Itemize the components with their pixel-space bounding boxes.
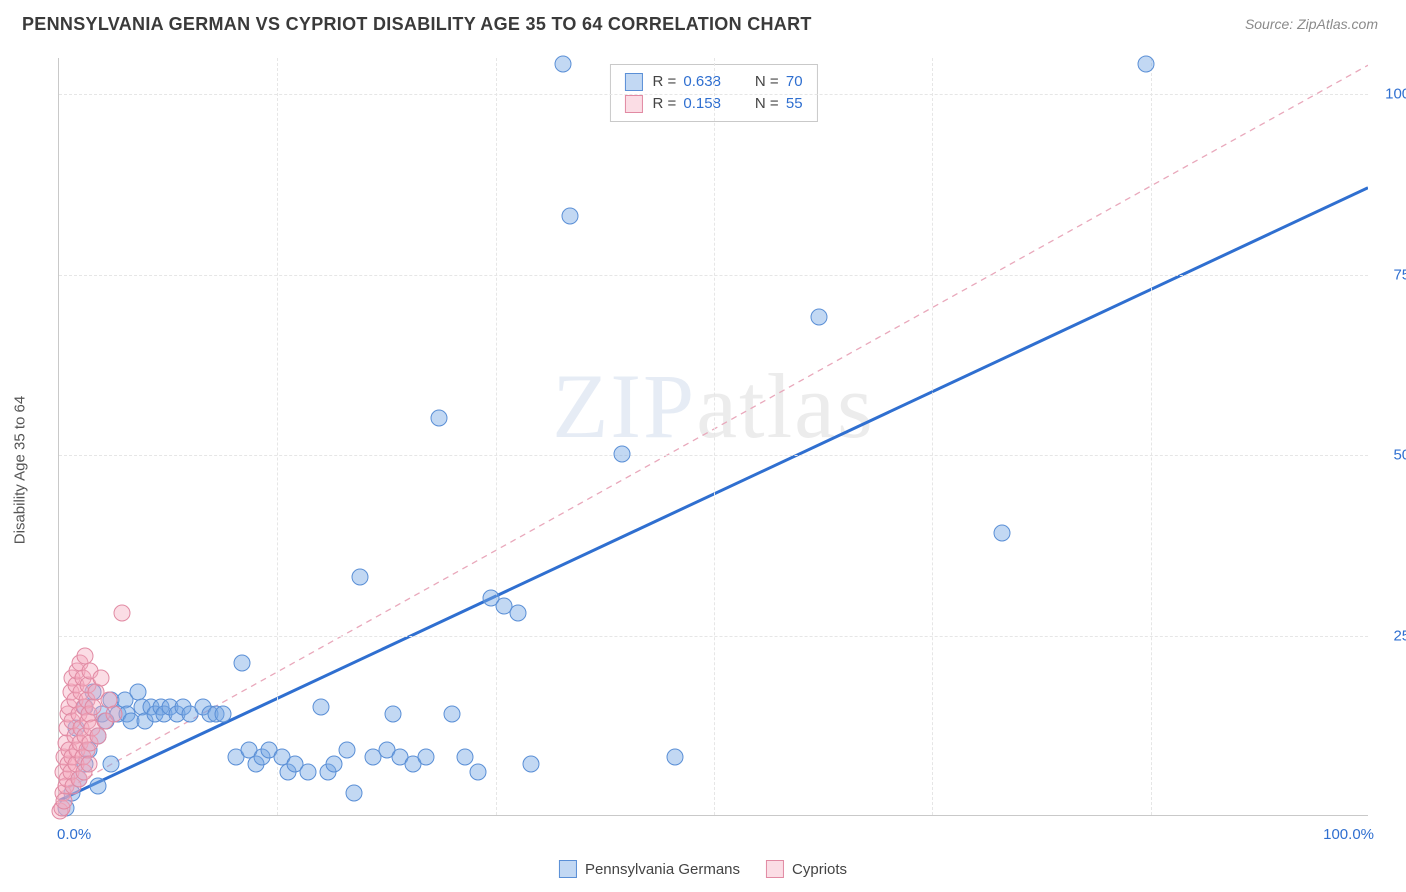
point-blue <box>509 604 526 621</box>
point-pink <box>85 698 102 715</box>
gridline-v <box>1151 58 1152 815</box>
stat-n-label: N = <box>755 73 779 90</box>
watermark-b: atlas <box>696 355 875 457</box>
point-pink <box>106 705 123 722</box>
point-pink <box>81 756 98 773</box>
point-blue <box>352 568 369 585</box>
point-blue <box>214 705 231 722</box>
chart-container: Disability Age 35 to 64 ZIPatlas R = 0.6… <box>0 48 1406 892</box>
point-blue <box>444 705 461 722</box>
stat-n-value: 55 <box>786 95 803 112</box>
point-blue <box>1138 56 1155 73</box>
point-blue <box>90 778 107 795</box>
point-blue <box>417 749 434 766</box>
legend-label: Cypriots <box>792 861 847 878</box>
point-blue <box>385 705 402 722</box>
point-blue <box>994 525 1011 542</box>
point-blue <box>339 742 356 759</box>
stat-n-value: 70 <box>786 73 803 90</box>
y-tick-label: 25.0% <box>1376 627 1406 644</box>
point-blue <box>561 207 578 224</box>
legend-item-pink: Cypriots <box>766 860 847 878</box>
gridline-v <box>714 58 715 815</box>
point-blue <box>103 756 120 773</box>
legend-label: Pennsylvania Germans <box>585 861 740 878</box>
point-blue <box>614 446 631 463</box>
stat-r-value: 0.158 <box>683 95 721 112</box>
point-blue <box>666 749 683 766</box>
stat-n-label: N = <box>755 95 779 112</box>
swatch-blue-icon <box>624 73 642 91</box>
point-blue <box>810 308 827 325</box>
point-pink <box>92 669 109 686</box>
legend-item-blue: Pennsylvania Germans <box>559 860 740 878</box>
gridline-v <box>496 58 497 815</box>
point-blue <box>457 749 474 766</box>
stat-r-label: R = <box>652 73 676 90</box>
point-blue <box>299 763 316 780</box>
point-pink <box>113 604 130 621</box>
point-blue <box>430 409 447 426</box>
swatch-blue-icon <box>559 860 577 878</box>
x-tick-max: 100.0% <box>1323 826 1374 843</box>
plot-area: ZIPatlas R = 0.638 N = 70 R = 0.158 N = … <box>58 58 1368 816</box>
point-blue <box>555 56 572 73</box>
point-blue <box>234 655 251 672</box>
source-attribution: Source: ZipAtlas.com <box>1245 16 1378 34</box>
y-tick-label: 50.0% <box>1376 447 1406 464</box>
chart-title: PENNSYLVANIA GERMAN VS CYPRIOT DISABILIT… <box>22 14 812 35</box>
gridline-v <box>932 58 933 815</box>
y-axis-label: Disability Age 35 to 64 <box>12 396 29 544</box>
legend: Pennsylvania Germans Cypriots <box>559 860 847 878</box>
y-tick-label: 100.0% <box>1376 86 1406 103</box>
point-blue <box>326 756 343 773</box>
point-blue <box>470 763 487 780</box>
watermark-a: ZIP <box>552 355 696 457</box>
stat-r-value: 0.638 <box>683 73 721 90</box>
point-blue <box>345 785 362 802</box>
source-name: ZipAtlas.com <box>1297 16 1378 32</box>
stat-r-label: R = <box>652 95 676 112</box>
point-blue <box>522 756 539 773</box>
point-blue <box>313 698 330 715</box>
x-tick-min: 0.0% <box>57 826 91 843</box>
gridline-v <box>277 58 278 815</box>
swatch-pink-icon <box>624 95 642 113</box>
swatch-pink-icon <box>766 860 784 878</box>
y-tick-label: 75.0% <box>1376 266 1406 283</box>
source-prefix: Source: <box>1245 16 1297 32</box>
